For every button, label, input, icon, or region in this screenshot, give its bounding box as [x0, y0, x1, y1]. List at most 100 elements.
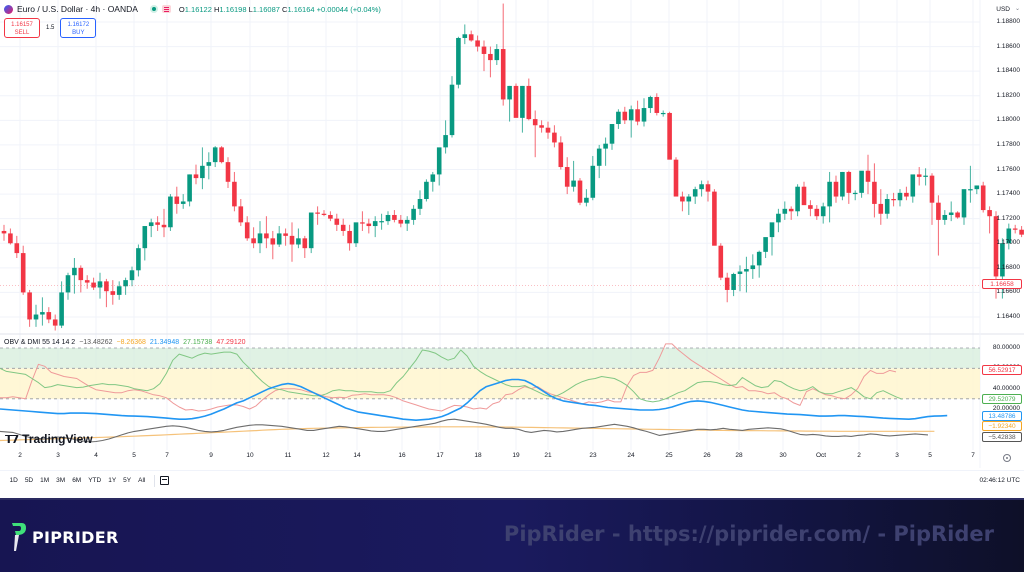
time-tick: 4 — [94, 452, 98, 459]
range-button-1y[interactable]: 1Y — [108, 477, 117, 484]
time-tick: 9 — [209, 452, 213, 459]
range-toolbar: 1D 5D 1M 3M 6M YTD 1Y 5Y All — [0, 470, 1024, 490]
time-tick: 21 — [544, 452, 552, 459]
range-button-1m[interactable]: 1M — [40, 477, 50, 484]
market-open-icon — [149, 5, 158, 13]
indicator-value-tag: 29.52079 — [982, 394, 1022, 404]
tradingview-wordmark: TradingView — [22, 432, 93, 446]
tradingview-icon: 𝗧𝟳 — [5, 433, 19, 446]
time-tick: 10 — [246, 452, 254, 459]
time-tick: 18 — [474, 452, 482, 459]
symbol-header: Euro / U.S. Dollar · 4h · OANDA O1.16122… — [4, 4, 381, 14]
time-tick: 16 — [398, 452, 406, 459]
time-tick: 19 — [512, 452, 520, 459]
time-tick: 12 — [322, 452, 330, 459]
calendar-goto-date-icon[interactable] — [159, 476, 169, 485]
buy-price: 1.16172 — [67, 22, 90, 28]
currency-selector[interactable]: USD — [996, 6, 1010, 13]
indicator-tick: 40.00000 — [992, 384, 1020, 392]
indicator-value-tag: −5.42838 — [982, 432, 1022, 442]
last-price-tag: 1.16658 — [982, 279, 1022, 289]
time-tick: 3 — [895, 452, 899, 459]
close-value: 1.16164 — [287, 4, 315, 14]
data-status-icon[interactable] — [161, 5, 171, 13]
price-tick: 1.17600 — [996, 165, 1021, 173]
high-value: 1.16198 — [219, 4, 247, 14]
chart-area[interactable]: Euro / U.S. Dollar · 4h · OANDA O1.16122… — [0, 0, 1024, 498]
piprider-brand: PIPRIDER — [10, 522, 119, 552]
range-button-3m[interactable]: 3M — [56, 477, 66, 484]
high-label: H — [213, 4, 220, 14]
chart-canvas[interactable] — [0, 0, 1024, 470]
tradingview-logo[interactable]: 𝗧𝟳 TradingView — [5, 432, 93, 446]
time-tick: 7 — [971, 452, 975, 459]
indicator-value-tag: 13.48786 — [982, 411, 1022, 421]
chevron-down-icon[interactable]: ⌄ — [1014, 6, 1020, 12]
range-button-1d[interactable]: 1D — [9, 477, 18, 484]
toolbar-divider — [153, 474, 155, 487]
change-value: +0.00044 (+0.04%) — [316, 4, 381, 14]
range-button-6m[interactable]: 6M — [72, 477, 82, 484]
low-label: L — [248, 4, 253, 14]
buy-button[interactable]: 1.16172 BUY — [60, 18, 97, 38]
range-button-all[interactable]: All — [138, 477, 146, 484]
time-tick: 30 — [779, 452, 787, 459]
sell-label: SELL — [14, 30, 30, 36]
price-tick: 1.17400 — [996, 190, 1021, 198]
price-tick: 1.17800 — [996, 140, 1021, 148]
time-tick: 5 — [928, 452, 932, 459]
time-tick: 26 — [703, 452, 711, 459]
indicator-name[interactable]: OBV & DMI 55 14 14 2 — [4, 339, 76, 346]
range-buttons: 1D 5D 1M 3M 6M YTD 1Y 5Y All — [6, 475, 149, 486]
time-tick: 17 — [436, 452, 444, 459]
price-tick: 1.16600 — [996, 288, 1021, 296]
time-tick: Oct — [815, 452, 827, 459]
time-tick: 25 — [665, 452, 673, 459]
time-tick: 5 — [132, 452, 136, 459]
indicator-value-minus-di: 47.29120 — [216, 339, 246, 346]
price-tick: 1.18400 — [996, 67, 1021, 75]
price-tick: 1.18000 — [996, 116, 1021, 124]
indicator-value-tag: −1.92340 — [982, 421, 1022, 431]
spread-value: 1.5 — [46, 25, 55, 31]
ohlc-values: O1.16122 H1.16198 L1.16087 C1.16164 +0.0… — [179, 5, 381, 14]
time-axis[interactable]: 2 3 4 5 7 9 10 11 12 14 16 17 18 19 21 23 24 25 26 28 30 Oct 2… — [0, 452, 1000, 464]
indicator-value-obv: −13.48262 — [79, 339, 113, 346]
range-button-5y[interactable]: 5Y — [123, 477, 132, 484]
range-button-5d[interactable]: 5D — [24, 477, 34, 484]
chart-settings-icon[interactable] — [1003, 454, 1011, 462]
piprider-logo-icon — [12, 523, 26, 551]
indicator-value-plus-di: 27.15738 — [183, 339, 213, 346]
time-tick: 2 — [18, 452, 22, 459]
price-tick: 1.16800 — [996, 263, 1021, 271]
open-label: O — [178, 4, 185, 14]
trade-panel: 1.16157 SELL 1.5 1.16172 BUY — [4, 18, 97, 38]
time-tick: 28 — [735, 452, 743, 459]
indicator-header[interactable]: OBV & DMI 55 14 14 2 −13.48262 −8.26368 … — [4, 339, 246, 346]
indicator-value-signal: −8.26368 — [116, 339, 146, 346]
open-value: 1.16122 — [184, 4, 212, 14]
sell-button[interactable]: 1.16157 SELL — [4, 18, 40, 38]
price-tick: 1.17000 — [996, 239, 1021, 247]
time-tick: 11 — [284, 452, 292, 459]
buy-label: BUY — [72, 30, 85, 36]
indicator-tick: 20.00000 — [992, 405, 1020, 412]
time-tick: 7 — [165, 452, 169, 459]
utc-clock[interactable]: 02:46:12 UTC — [979, 477, 1020, 484]
piprider-wordmark: PIPRIDER — [32, 527, 119, 547]
price-tick: 1.18200 — [996, 91, 1021, 99]
close-label: C — [282, 4, 288, 14]
symbol-title[interactable]: Euro / U.S. Dollar · 4h · OANDA — [17, 4, 138, 14]
price-tick: 1.17200 — [996, 214, 1021, 222]
price-tick: 1.16400 — [996, 313, 1021, 320]
time-tick: 23 — [589, 452, 597, 459]
range-button-ytd[interactable]: YTD — [88, 477, 102, 484]
time-tick: 2 — [857, 452, 861, 459]
currency-flag-icon — [4, 4, 13, 14]
time-tick: 14 — [353, 452, 361, 459]
price-tick: 1.18600 — [996, 42, 1021, 50]
time-tick: 24 — [627, 452, 635, 459]
indicator-tick: 80.00000 — [992, 344, 1020, 351]
indicator-value-tag: 56.52917 — [982, 365, 1022, 375]
watermark-text: PipRider - https://piprider.com/ - PipRi… — [503, 522, 994, 546]
